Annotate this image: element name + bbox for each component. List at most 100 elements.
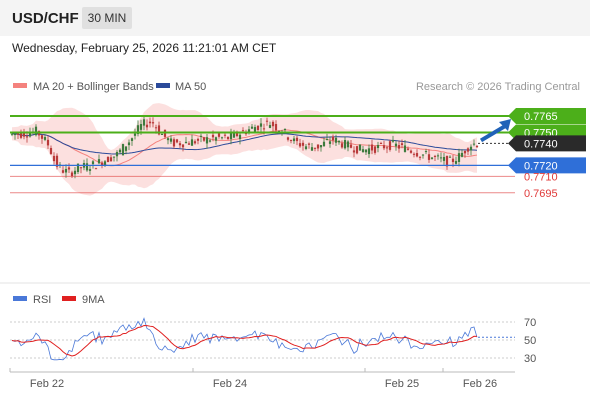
candle [166,136,170,145]
candle-body [274,123,278,131]
timeframe-badge[interactable]: 30 MIN [82,7,132,29]
candle-body [466,148,470,152]
candle-body [184,141,188,144]
candle-body [43,137,47,140]
candle [133,128,137,140]
level-tag-text: 0.7765 [524,111,558,123]
candle-body [199,135,203,137]
candle [328,136,332,148]
current-price-bg [508,135,586,152]
candle [289,139,293,144]
candle-body [271,121,275,127]
ma20-legend-label: MA 20 + Bollinger Bands [33,81,154,93]
candle-body [283,128,287,130]
ma50-legend-swatch [156,83,170,88]
candle-body [340,143,344,148]
candle-body [226,136,230,140]
candle-body [169,138,173,142]
candle [34,124,38,137]
ma9-legend-label: 9MA [82,294,105,306]
candle-body [46,139,50,146]
candle [118,148,122,155]
candle-body [256,125,260,130]
candle-body [70,172,74,177]
candle [97,154,101,165]
candle [421,154,425,159]
projection-arrow [479,119,511,143]
candle [313,147,317,152]
candle-body [139,124,143,130]
candle [394,140,398,151]
candle-body [181,144,185,148]
candle-body [424,151,428,153]
candle [175,138,179,144]
candle-body [196,138,200,141]
candle-body [322,141,326,147]
candle-body [40,135,44,139]
candle-body [469,146,473,151]
candle [406,146,410,151]
candle-body [415,153,419,157]
candle-body [232,132,236,138]
x-axis-ticks: Feb 22 Feb 24 Feb 25 Feb 26 [9,368,497,390]
candle [124,146,128,155]
candle-body [265,120,269,122]
candle [181,144,185,152]
candle-body [73,170,77,175]
candle [46,135,50,149]
candle [79,166,83,174]
candle [379,141,383,145]
candle-body [385,147,389,149]
candle-body [352,150,356,153]
candle-body [427,154,431,160]
candle [388,139,392,152]
rsi-panel: 70 50 30 [10,317,536,365]
candle [472,139,476,147]
candle [400,139,404,149]
candle [427,149,431,163]
candle-body [454,161,458,164]
candle [22,128,26,140]
level-label-0.7695: 0.7695 [524,188,558,200]
candle-body [157,125,161,135]
candle-body [475,145,479,148]
candle [61,166,65,174]
candle-body [22,131,26,137]
candle-body [97,159,101,164]
candle [454,156,458,165]
level-tag-0.7765: 0.7765 [508,108,586,124]
projection-head [499,119,511,131]
candle [355,146,359,155]
candle-body [307,143,311,145]
candle-body [412,153,416,155]
candle-body [88,169,92,171]
candle-body [85,163,89,171]
candle [193,139,197,145]
candle-body [247,129,251,134]
candle [127,139,131,151]
candle [40,134,44,144]
candle-body [151,122,155,124]
x-tick-label: Feb 26 [463,378,497,390]
candle-body [391,140,395,142]
candle-body [343,140,347,149]
candle-body [19,132,23,138]
level-tag-0.7720: 0.7720 [508,157,586,174]
candle [94,167,98,170]
candle [268,121,272,129]
candle-body [166,138,170,141]
candle [49,145,53,155]
candle-body [361,149,365,153]
candle-body [241,130,245,132]
candle-body [10,133,14,135]
current-price-text: 0.7740 [524,138,558,150]
candle [187,141,191,145]
candle-body [76,163,80,173]
rsi-legend-swatch [13,296,27,301]
candle [418,156,422,161]
chart-header: USD/CHF 30 MIN [0,0,590,36]
candle-body [133,133,137,136]
bollinger-band-area [12,103,477,196]
candle [19,129,23,140]
candle [184,136,188,144]
